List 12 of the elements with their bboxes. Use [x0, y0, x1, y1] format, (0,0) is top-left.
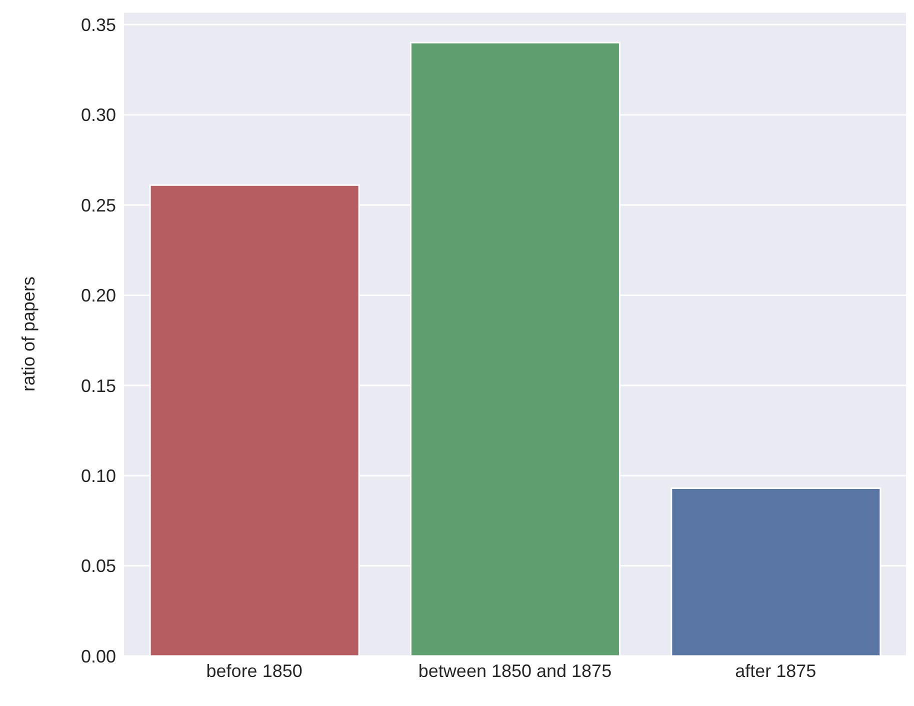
y-tick-label: 0.20 [80, 286, 116, 306]
y-tick-label: 0.30 [80, 105, 116, 126]
y-tick-label: 0.25 [80, 195, 116, 216]
y-tick-label: 0.35 [80, 15, 116, 36]
y-axis-title: ratio of papers [18, 276, 38, 392]
y-tick-label: 0.15 [80, 376, 116, 396]
x-tick-label: between 1850 and 1875 [418, 660, 612, 681]
x-tick-label: after 1875 [735, 660, 816, 681]
y-tick-label: 0.00 [80, 646, 116, 666]
x-tick-label: before 1850 [206, 660, 302, 681]
y-tick-label: 0.05 [80, 556, 116, 576]
y-tick-label: 0.10 [80, 466, 116, 486]
